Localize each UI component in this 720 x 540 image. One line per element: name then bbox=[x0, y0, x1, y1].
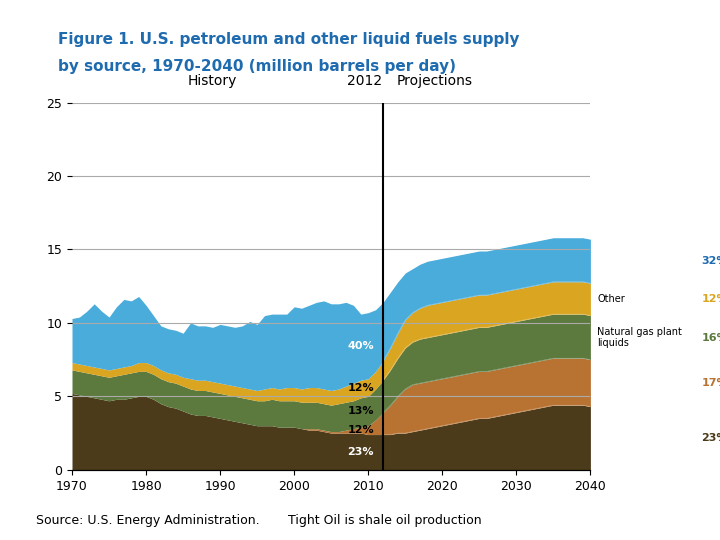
Text: Natural gas plant
liquids: Natural gas plant liquids bbox=[598, 327, 683, 348]
Text: 40%: 40% bbox=[348, 341, 374, 350]
Text: Crude oil production
(excluding tight oil: Crude oil production (excluding tight oi… bbox=[598, 428, 696, 449]
Text: 13%: 13% bbox=[348, 406, 374, 416]
Text: 17%: 17% bbox=[701, 378, 720, 388]
Text: Tight oil production: Tight oil production bbox=[598, 378, 692, 388]
Text: 12%: 12% bbox=[348, 425, 374, 435]
Text: History: History bbox=[187, 74, 237, 88]
Text: Projections: Projections bbox=[397, 74, 473, 88]
Text: Tight Oil is shale oil production: Tight Oil is shale oil production bbox=[288, 514, 482, 527]
Text: 16%: 16% bbox=[701, 333, 720, 342]
Text: by source, 1970-2040 (million barrels per day): by source, 1970-2040 (million barrels pe… bbox=[58, 59, 456, 75]
Text: Other: Other bbox=[598, 294, 625, 305]
Text: 12%: 12% bbox=[701, 294, 720, 305]
Text: Source: U.S. Energy Administration.: Source: U.S. Energy Administration. bbox=[36, 514, 260, 527]
Text: 23%: 23% bbox=[348, 447, 374, 457]
Text: Figure 1. U.S. petroleum and other liquid fuels supply: Figure 1. U.S. petroleum and other liqui… bbox=[58, 32, 519, 48]
Text: Net petroleum and
biofuel imports: Net petroleum and biofuel imports bbox=[598, 251, 690, 272]
Text: 12%: 12% bbox=[348, 382, 374, 393]
Text: 23%: 23% bbox=[701, 433, 720, 443]
Text: 2012: 2012 bbox=[347, 74, 382, 88]
Text: 32%: 32% bbox=[701, 256, 720, 266]
